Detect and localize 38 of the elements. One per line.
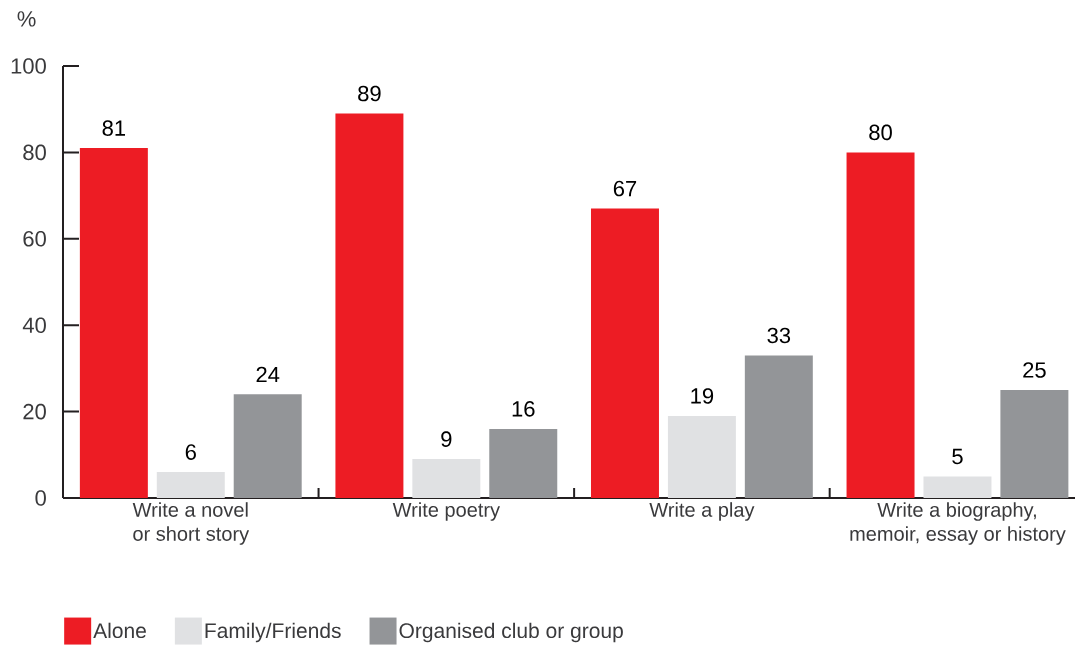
data-label: 16 <box>512 401 535 417</box>
x-tick-label: Write a biography, memoir, essay or history <box>850 502 1066 545</box>
bar <box>923 476 992 498</box>
x-tick-label: Write a play <box>649 502 755 521</box>
bar <box>79 148 148 498</box>
y-tick-label: 20 <box>23 403 46 420</box>
y-axis-title: % <box>17 11 36 27</box>
x-tick-label: Write poetry <box>392 502 501 521</box>
bar <box>667 415 736 498</box>
y-tick-label: 0 <box>35 490 46 506</box>
data-label: 25 <box>1023 362 1046 378</box>
x-tick-label: Write a novel or short story <box>132 502 250 545</box>
bar <box>744 355 813 498</box>
bar <box>233 394 302 498</box>
bar <box>1000 390 1069 498</box>
data-label: 24 <box>256 366 280 383</box>
legend-label: Organised club or group <box>399 622 623 643</box>
data-label: 81 <box>102 120 126 136</box>
y-tick-label: 80 <box>23 144 46 161</box>
data-label: 33 <box>767 327 791 344</box>
data-label: 6 <box>185 444 196 460</box>
y-tick-label: 100 <box>11 58 46 74</box>
legend-label: Family/Friends <box>205 622 341 643</box>
y-tick-label: 40 <box>22 317 46 333</box>
bar <box>846 152 915 498</box>
y-tick-label: 60 <box>23 231 46 247</box>
data-label: 89 <box>358 85 381 102</box>
bar <box>412 459 481 498</box>
bar <box>590 208 659 498</box>
bar <box>489 428 558 498</box>
data-label: 5 <box>952 448 963 465</box>
data-label: 19 <box>691 388 714 404</box>
data-label: 67 <box>613 180 637 197</box>
bar <box>156 472 225 498</box>
legend-label: Alone <box>93 622 146 639</box>
bar <box>335 113 404 498</box>
data-label: 9 <box>441 431 452 447</box>
data-label: 80 <box>869 124 892 141</box>
